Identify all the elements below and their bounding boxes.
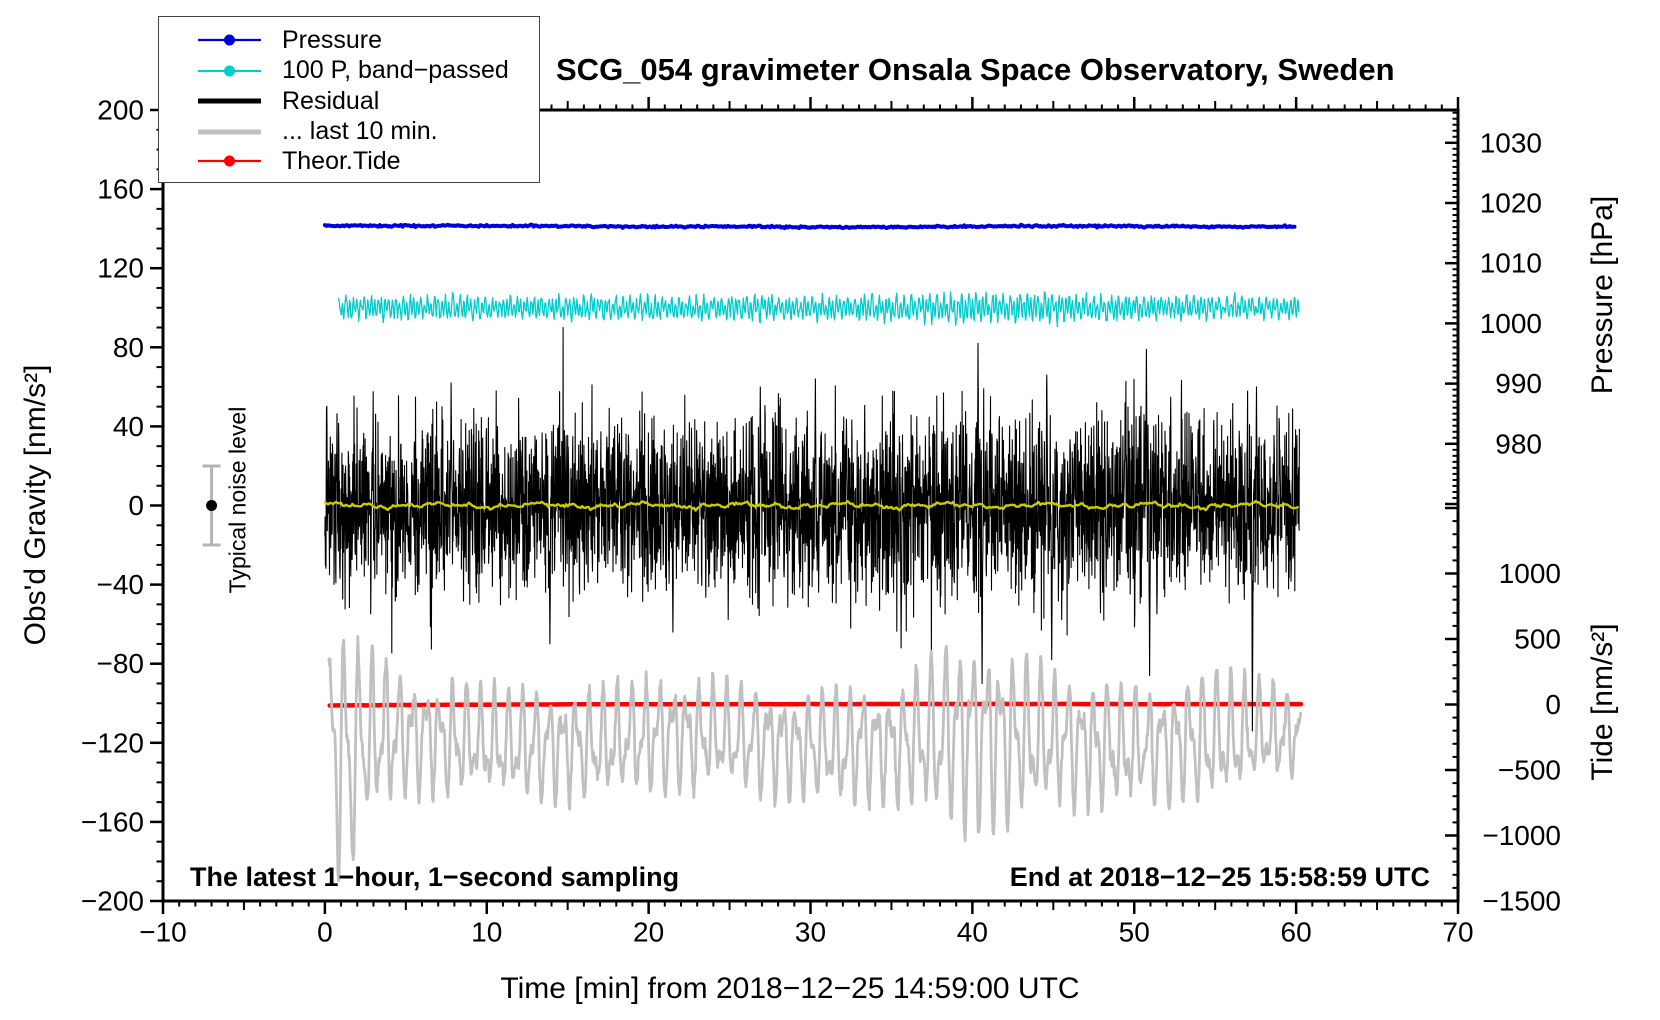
noise-level-marker [202,464,221,547]
last10min-series [327,635,1302,883]
x-tick-label: 10 [471,917,502,948]
x-tick-label: 30 [795,917,826,948]
tide-tick-label: −500 [1498,755,1561,786]
gravity-tick-label: 40 [113,411,144,442]
end-time-annotation: End at 2018−12−25 15:58:59 UTC [1009,862,1430,892]
bandpassed-series [337,291,1300,328]
noise-level-label: Typical noise level [224,406,251,594]
x-axis-title: Time [min] from 2018−12−25 14:59:00 UTC [500,972,1080,1005]
legend-dot-marker [224,34,235,46]
gravity-axis-title: Obs'd Gravity [nm/s²] [19,364,52,646]
legend-label: 100 P, band−passed [282,56,509,84]
gravity-tick-label: −40 [97,569,145,600]
legend-item-theortide: Theor.Tide [159,147,401,175]
x-tick-label: 40 [957,917,988,948]
x-tick-label: −10 [139,917,187,948]
tide-tick-label: 500 [1514,624,1561,655]
legend-label: Pressure [282,25,383,54]
x-tick-label: 50 [1119,917,1150,948]
x-tick-label: 70 [1442,917,1473,948]
pressure-series [322,222,1297,231]
legend-item-residual: Residual [159,87,379,115]
pressure-tick-label: 1000 [1480,308,1542,339]
pressure-axis-title: Pressure [hPa] [1586,195,1619,395]
legend-label: Residual [282,86,380,115]
tide-tick-label: −1000 [1482,820,1561,851]
pressure-tick-label: 1020 [1480,188,1542,219]
gravity-tick-label: 0 [128,490,144,521]
residual-smoothed-series [323,499,1299,512]
legend-item-last10min: ... last 10 min. [159,117,438,146]
legend-label: Theor.Tide [282,146,401,175]
sampling-annotation: The latest 1−hour, 1−second sampling [190,862,680,892]
legend: Pressure 100 P, band−passed Residual ...… [158,16,540,183]
gravity-tick-label: −200 [81,886,144,917]
pressure-tick-label: 1030 [1480,127,1542,158]
legend-label: ... last 10 min. [282,117,438,145]
gravity-tick-label: 120 [97,253,144,284]
pressure-tick-label: 990 [1495,368,1542,399]
theortide-series [327,701,1304,708]
tide-axis-title: Tide [nm/s²] [1586,623,1619,781]
legend-dot-marker [224,155,235,167]
legend-item-bandpassed: 100 P, band−passed [159,56,509,85]
residual-series [324,326,1300,732]
chart-title: SCG_054 gravimeter Onsala Space Observat… [556,52,1395,87]
theortide-line-sample [198,155,261,167]
last10min-line-sample [198,129,261,134]
gravity-tick-label: −160 [81,806,144,837]
residual-line-sample [198,98,261,104]
tide-tick-label: 0 [1545,689,1561,720]
gravity-tick-label: 200 [97,95,144,126]
gravity-tick-label: −80 [97,648,145,679]
gravity-tick-label: 80 [113,332,144,363]
pressure-tick-label: 1010 [1480,248,1542,279]
legend-item-pressure: Pressure [159,26,382,54]
tide-tick-label: 1000 [1499,558,1561,589]
pressure-line-sample [198,34,261,46]
data-series [322,222,1304,883]
axes-frame: −10 0 10 20 30 40 50 60 70−200−160−120−80−400408… [81,95,1561,948]
bandpassed-line-sample [198,65,261,76]
x-tick-label: 0 [317,917,333,948]
pressure-tick-label: 980 [1495,428,1542,459]
x-tick-label: 20 [633,917,664,948]
gravity-tick-label: 160 [97,174,144,205]
legend-dot-marker [224,65,235,76]
gravity-tick-label: −120 [81,727,144,758]
x-tick-label: 60 [1281,917,1312,948]
tide-tick-label: −1500 [1482,886,1561,917]
